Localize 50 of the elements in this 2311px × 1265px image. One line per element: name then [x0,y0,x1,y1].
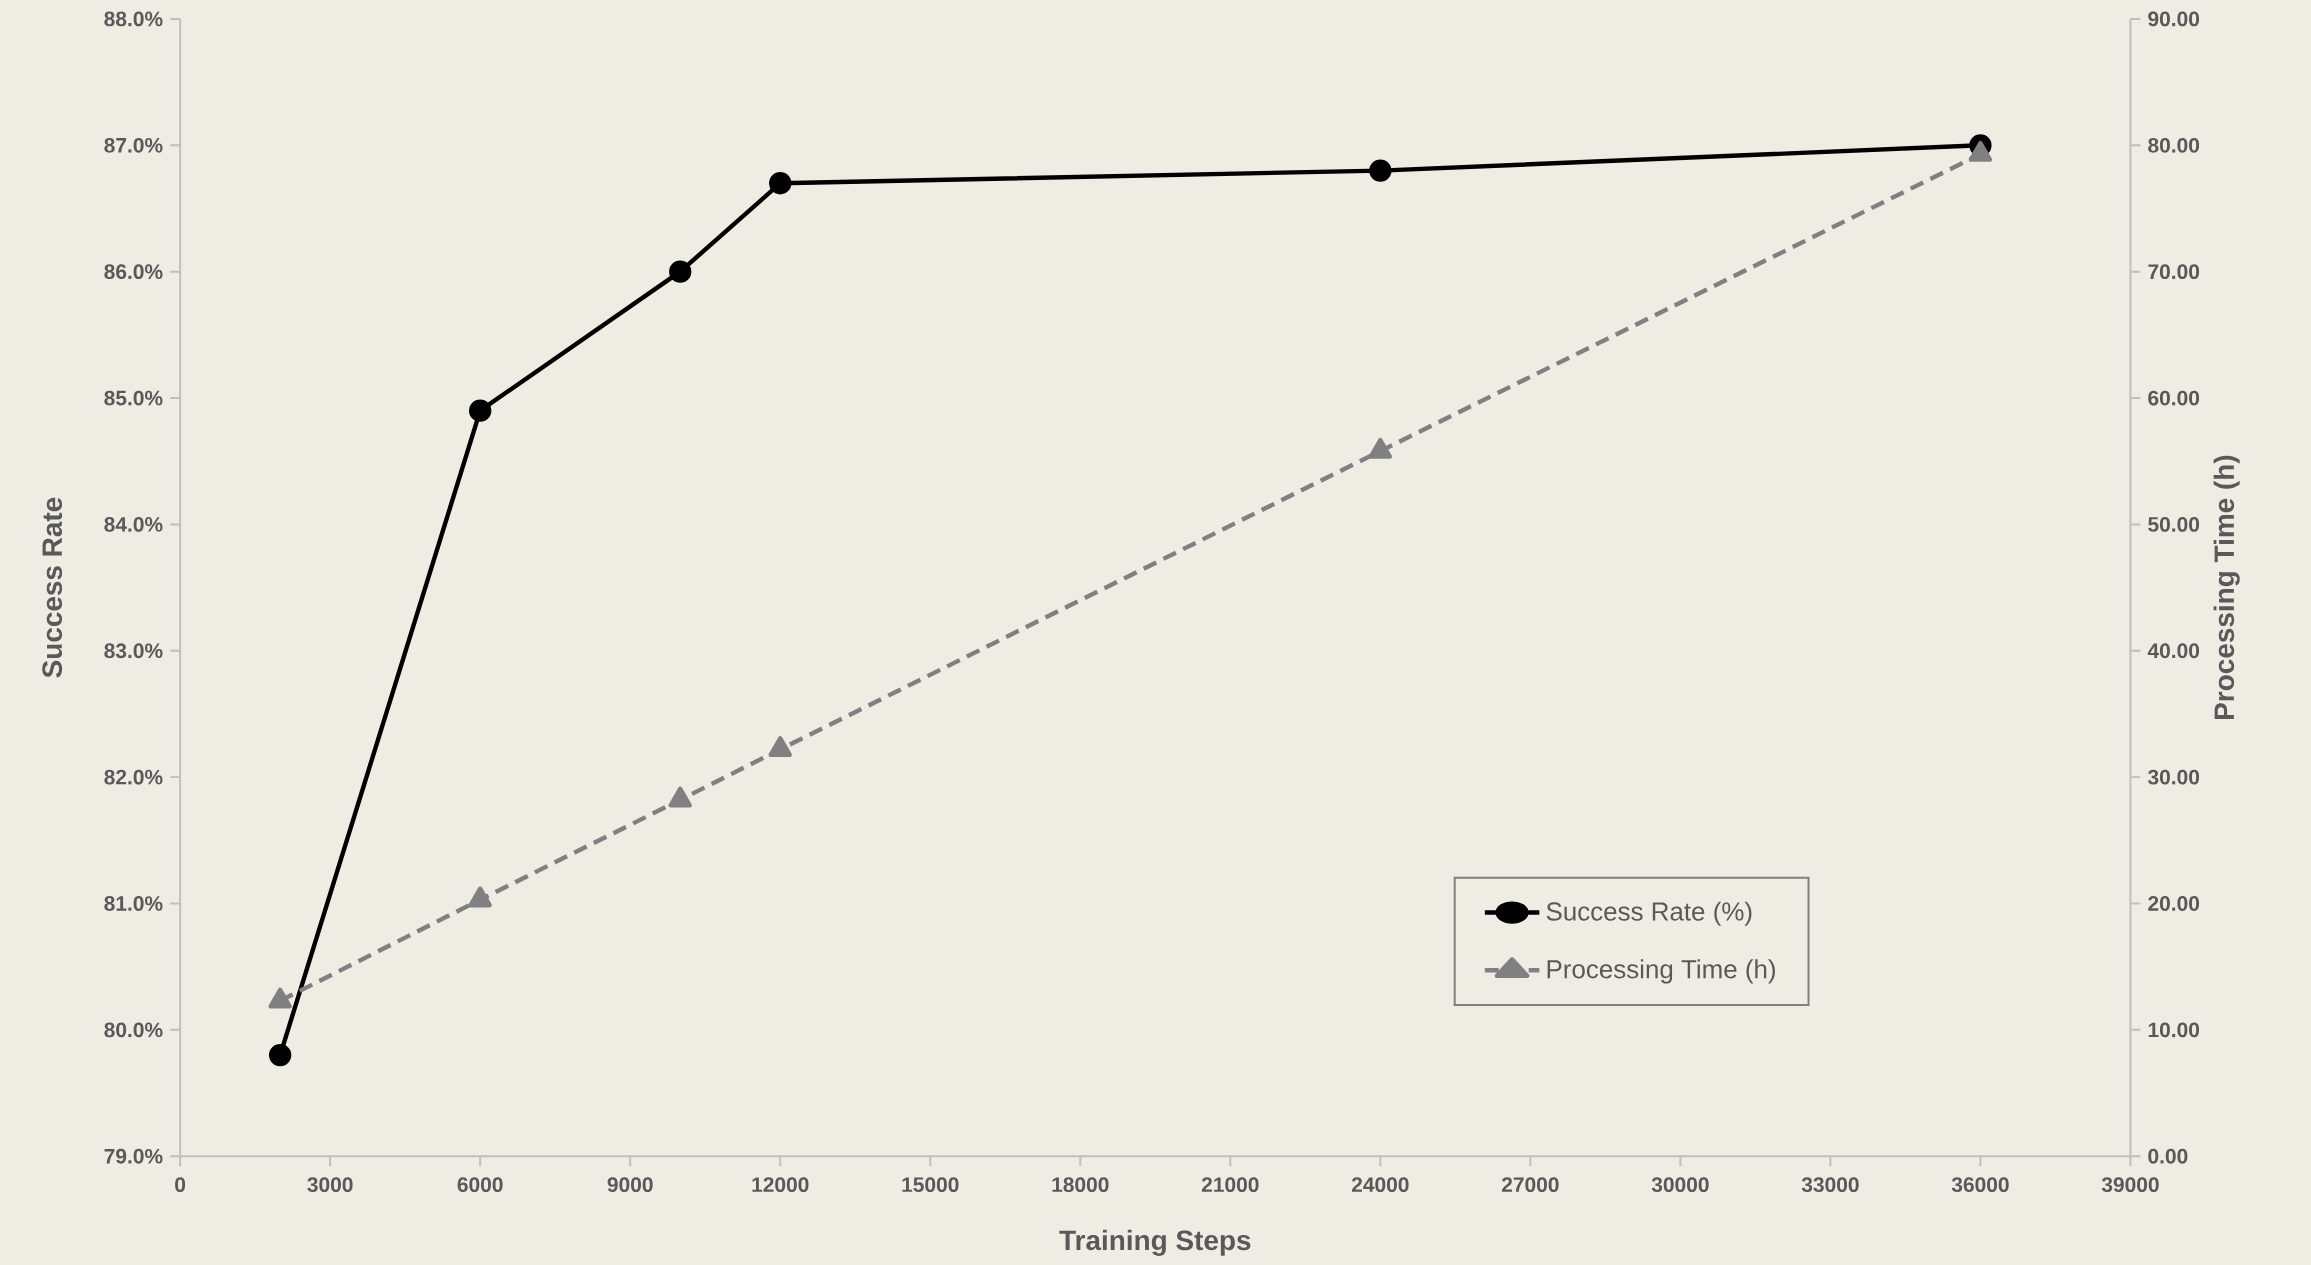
point [768,736,792,758]
y2-tick-label: 60.00 [2148,390,2200,406]
y-tick-label: 88.0% [104,11,163,27]
x-tick-label: 15000 [902,1177,959,1193]
y-tick-label: 80.0% [104,1022,163,1038]
legend-label: Processing Time (h) [1547,959,1775,984]
y-tick-label: 79.0% [104,1148,163,1164]
y-tick-label: 83.0% [104,643,163,659]
point [268,1043,292,1067]
y2-tick-label: 80.00 [2148,137,2200,153]
x-tick-label: 3000 [307,1177,353,1193]
point [1369,159,1392,182]
y-tick-label: 86.0% [104,264,163,280]
y-tick-label: 84.0% [104,517,163,532]
point [268,987,292,1009]
point [669,260,692,283]
y2-tick-label: 70.00 [2148,264,2200,280]
y-tick-label: 85.0% [104,390,163,406]
point [468,886,492,908]
y2-axis-title: Processing Time (h) [2213,455,2240,719]
y2-tick-label: 90.00 [2148,11,2200,27]
x-tick-label: 21000 [1201,1177,1259,1193]
y2-tick-label: 40.00 [2147,643,2200,659]
point [469,399,492,422]
x-tick-label: 6000 [457,1177,503,1193]
y2-tick-label: 10.00 [2148,1022,2200,1038]
y2-tick-label: 30.00 [2147,769,2200,785]
x-tick-label: 12000 [752,1177,809,1193]
legend-label: Success Rate (%) [1546,901,1752,926]
point [769,172,792,195]
y-tick-label: 87.0% [104,137,163,153]
y-tick-label: 81.0% [104,896,163,911]
x-tick-label: 18000 [1052,1177,1109,1193]
y-tick-label: 82.0% [104,769,163,785]
y2-tick-label: 50.00 [2148,517,2200,532]
x-tick-label: 27000 [1501,1177,1559,1193]
y-axis-title: Success Rate [42,497,63,678]
y2-tick-label: 20.00 [2148,896,2200,911]
point [1368,437,1393,459]
x-tick-label: 30000 [1651,1177,1709,1193]
x-tick-label: 0 [175,1177,186,1193]
x-axis-title: Training Steps [1059,1229,1251,1256]
x-tick-label: 39000 [2101,1177,2159,1193]
point [1968,140,1993,162]
x-tick-label: 36000 [1951,1177,2009,1193]
x-tick-label: 33000 [1801,1177,1859,1193]
y2-tick-label: 0.00 [2148,1148,2188,1164]
x-tick-label: 9000 [607,1177,653,1193]
x-tick-label: 24000 [1351,1177,1409,1193]
point [668,786,692,808]
